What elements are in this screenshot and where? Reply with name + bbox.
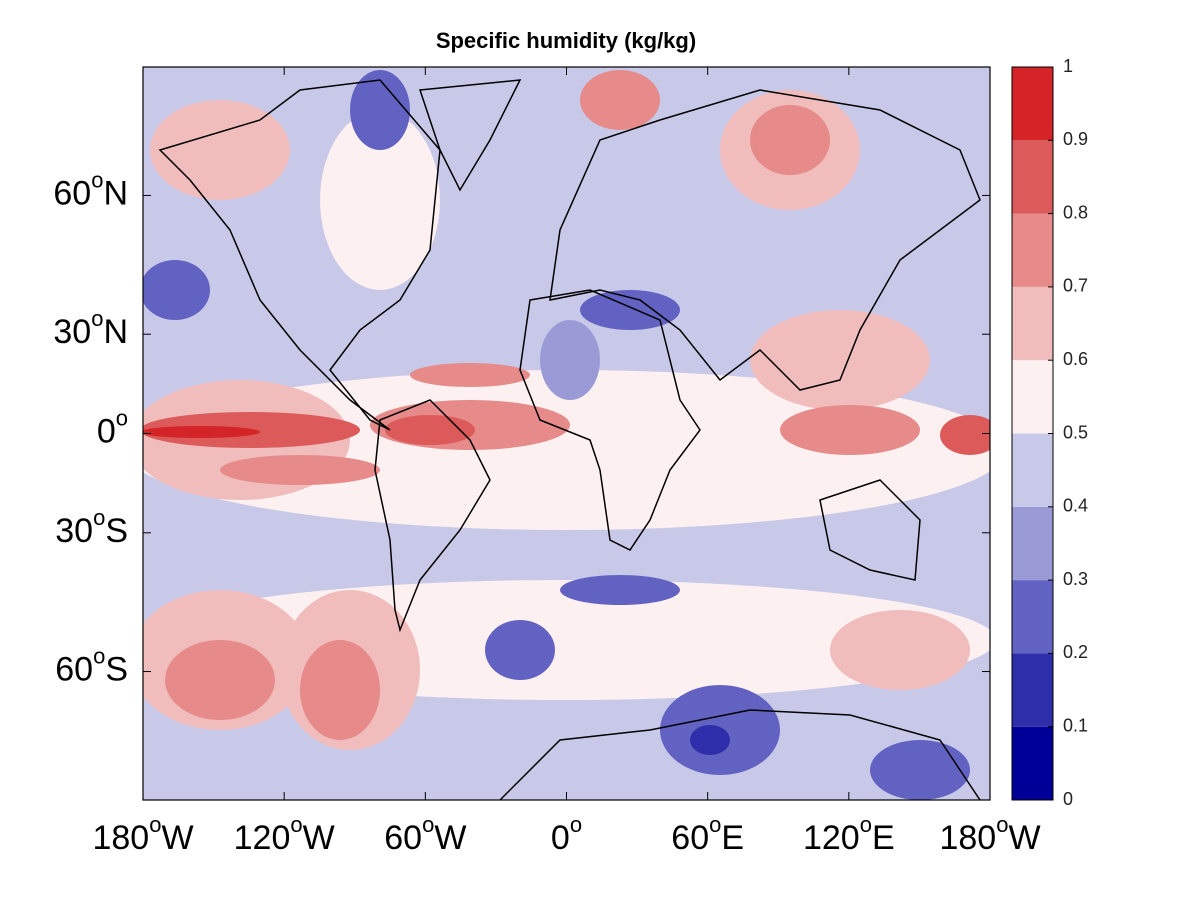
tick-label: 30oN xyxy=(53,306,128,351)
tick-label: 60oS xyxy=(55,643,128,688)
tick-label-part: W xyxy=(1008,819,1040,857)
tick-label-part: 120 xyxy=(234,819,291,857)
tick-label-sup: o xyxy=(149,812,161,837)
tick-label-sup: o xyxy=(709,812,721,837)
colorbar-swatch xyxy=(1012,140,1053,214)
colorbar-swatch xyxy=(1012,67,1053,141)
tick-label-part: E xyxy=(872,819,895,857)
colorbar-swatch xyxy=(1012,580,1053,654)
tick-label-part: 0 xyxy=(97,412,116,450)
tick-label-part: 0 xyxy=(551,819,570,857)
colorbar-tick-label: 0.6 xyxy=(1063,349,1088,369)
field xyxy=(143,67,990,800)
tick-label-sup: o xyxy=(116,405,128,430)
tick-label-part: S xyxy=(105,651,128,689)
colorbar-swatch xyxy=(1012,433,1053,507)
colorbar-swatch xyxy=(1012,506,1053,581)
tick-label-part: 30 xyxy=(53,313,91,351)
tick-label-part: E xyxy=(721,819,744,857)
colorbar-tick-label: 0.4 xyxy=(1063,496,1088,516)
colorbar-tick-label: 0 xyxy=(1063,789,1073,809)
tick-label: 0o xyxy=(97,405,128,450)
tick-label-part: 180 xyxy=(92,819,149,857)
colorbar-tick-label: 0.3 xyxy=(1063,569,1088,589)
tick-label-part: 180 xyxy=(939,819,996,857)
colorbar-tick-label: 0.8 xyxy=(1063,202,1088,222)
colorbar-tick-label: 0.9 xyxy=(1063,129,1088,149)
colorbar-swatch xyxy=(1012,286,1053,361)
tick-label: 120oW xyxy=(234,812,335,857)
tick-label-sup: o xyxy=(422,812,434,837)
tick-label-part: W xyxy=(434,819,466,857)
tick-label-sup: o xyxy=(93,505,105,530)
tick-label-part: 120 xyxy=(803,819,860,857)
tick-label-sup: o xyxy=(996,812,1008,837)
tick-label-part: 60 xyxy=(671,819,709,857)
tick-label: 180oW xyxy=(939,812,1040,857)
tick-label-part: 60 xyxy=(384,819,422,857)
tick-label: 60oN xyxy=(53,167,128,212)
tick-label-part: 60 xyxy=(53,174,91,212)
tick-label: 30oS xyxy=(55,505,128,550)
colorbar-tick-label: 1 xyxy=(1063,56,1073,76)
coastlines xyxy=(158,79,981,800)
tick-label: 180oW xyxy=(92,812,193,857)
colorbar-swatch xyxy=(1012,360,1053,434)
tick-label-part: N xyxy=(103,174,128,212)
tick-label: 0o xyxy=(551,812,582,857)
tick-label-sup: o xyxy=(860,812,872,837)
tick-label-part: W xyxy=(161,819,193,857)
tick-label-part: W xyxy=(303,819,335,857)
colorbar-swatch xyxy=(1012,653,1053,727)
tick-label-sup: o xyxy=(93,643,105,668)
colorbar-swatch xyxy=(1012,726,1053,800)
tick-label-sup: o xyxy=(290,812,302,837)
tick-label-sup: o xyxy=(91,306,103,331)
tick-label-part: N xyxy=(103,313,128,351)
tick-label: 120oE xyxy=(803,812,895,857)
tick-label-part: 60 xyxy=(55,651,93,689)
colorbar-frame xyxy=(1011,66,1054,801)
colorbar-tick-label: 0.1 xyxy=(1063,715,1088,735)
colorbar-tick-label: 0.7 xyxy=(1063,276,1088,296)
tick-label: 60oE xyxy=(671,812,744,857)
tick-label: 60oW xyxy=(384,812,466,857)
colorbar-tick-label: 0.2 xyxy=(1063,642,1088,662)
tick-label-part: S xyxy=(105,512,128,550)
tick-label-sup: o xyxy=(91,167,103,192)
chart-title: Specific humidity (kg/kg) xyxy=(436,28,696,53)
colorbar-swatch xyxy=(1012,213,1053,287)
tick-label-sup: o xyxy=(570,812,582,837)
colorbar-tick-label: 0.5 xyxy=(1063,422,1088,442)
tick-label-part: 30 xyxy=(55,512,93,550)
